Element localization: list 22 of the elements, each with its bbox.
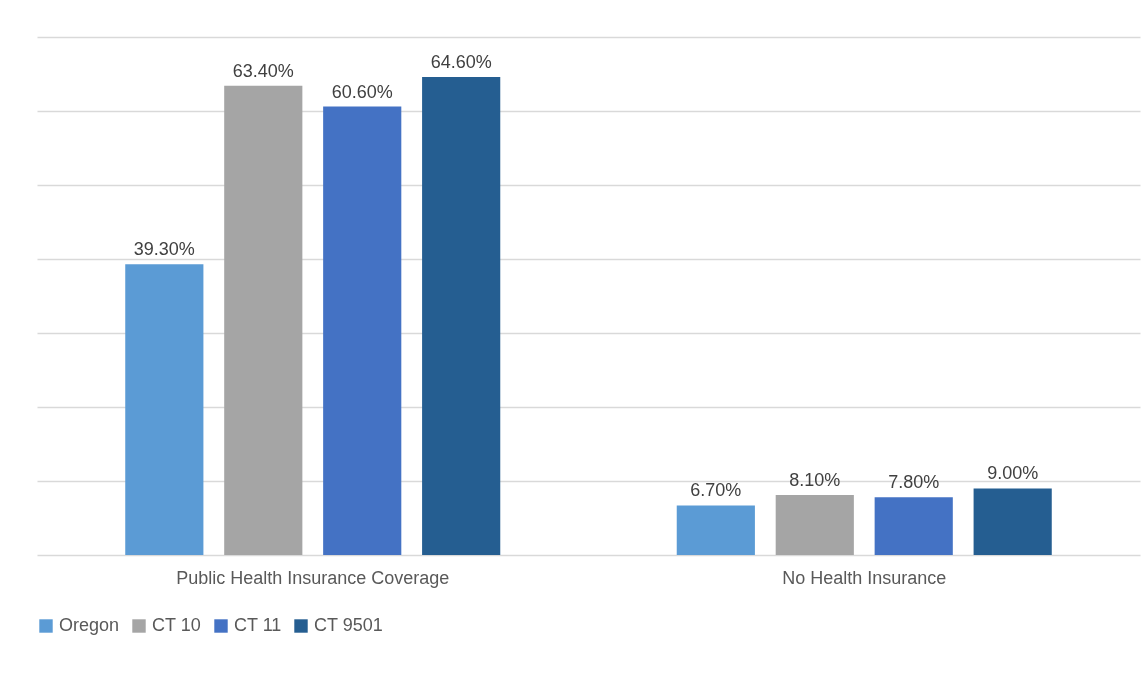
bar (973, 488, 1052, 555)
legend-label: Oregon (59, 615, 120, 635)
bar (224, 85, 303, 555)
data-label: 7.80% (888, 472, 940, 493)
x-tick-label: Public Health Insurance Coverage (176, 567, 450, 588)
legend-label: CT 10 (152, 615, 201, 635)
data-label: 6.70% (690, 480, 742, 501)
bar (422, 76, 501, 555)
bar (874, 497, 953, 555)
bar (125, 264, 204, 555)
bar (676, 505, 755, 555)
data-label: 64.60% (430, 51, 492, 72)
x-tick-label: No Health Insurance (782, 567, 947, 588)
data-label: 9.00% (987, 463, 1039, 484)
legend-label: CT 9501 (314, 615, 383, 635)
data-label: 8.10% (789, 470, 841, 491)
data-label: 63.40% (232, 60, 294, 81)
bar (323, 106, 402, 555)
data-label: 60.60% (331, 81, 393, 102)
bar (775, 495, 854, 555)
legend-label: CT 11 (234, 615, 282, 635)
data-label: 39.30% (133, 239, 195, 260)
